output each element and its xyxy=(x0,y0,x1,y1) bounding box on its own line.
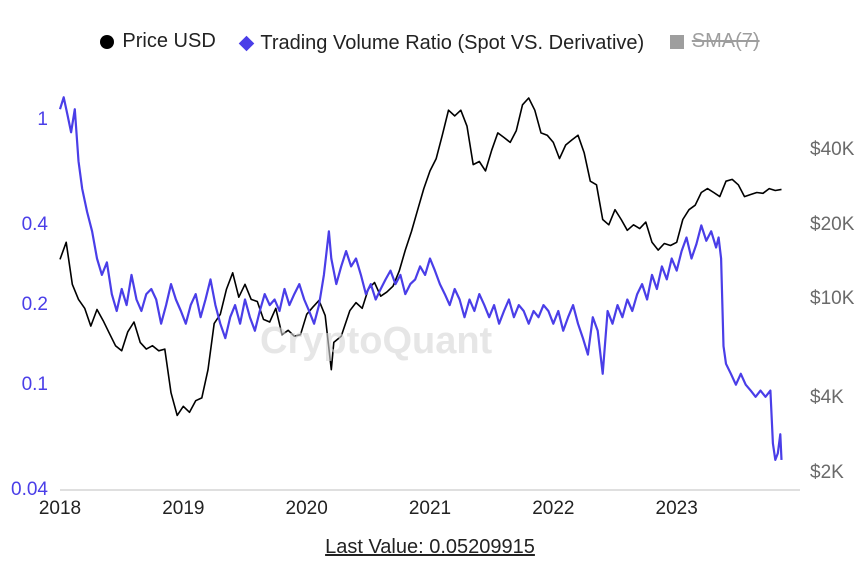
series-volume_ratio xyxy=(60,97,782,460)
y-left-tick-label: 1 xyxy=(0,109,48,131)
y-right-tick-label: $2K xyxy=(810,462,844,484)
y-right-tick-label: $20K xyxy=(810,214,854,236)
x-tick-label: 2019 xyxy=(153,498,213,520)
plot-svg xyxy=(0,0,860,569)
y-left-tick-label: 0.4 xyxy=(0,214,48,236)
y-right-tick-label: $4K xyxy=(810,387,844,409)
y-right-tick-label: $10K xyxy=(810,288,854,310)
x-tick-label: 2020 xyxy=(277,498,337,520)
x-tick-label: 2022 xyxy=(523,498,583,520)
last-value-label: Last Value: 0.05209915 xyxy=(0,536,860,559)
chart-container: Price USD Trading Volume Ratio (Spot VS.… xyxy=(0,0,860,569)
y-right-tick-label: $40K xyxy=(810,139,854,161)
series-price_usd xyxy=(60,98,782,415)
x-tick-label: 2023 xyxy=(647,498,707,520)
x-tick-label: 2021 xyxy=(400,498,460,520)
x-tick-label: 2018 xyxy=(30,498,90,520)
y-left-tick-label: 0.1 xyxy=(0,374,48,396)
y-left-tick-label: 0.2 xyxy=(0,294,48,316)
